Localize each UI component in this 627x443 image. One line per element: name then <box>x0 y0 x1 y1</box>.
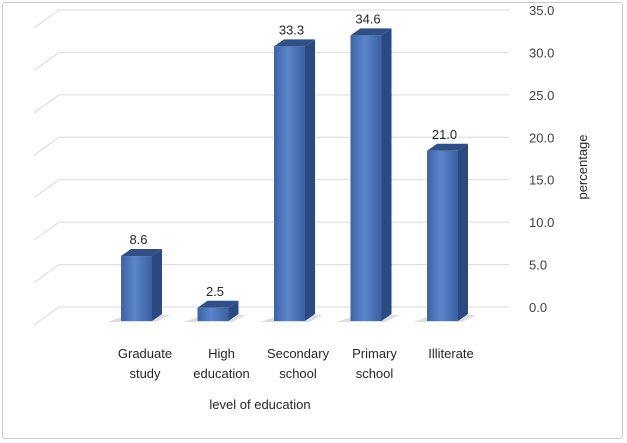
data-label: 2.5 <box>206 284 224 299</box>
bar <box>427 150 458 321</box>
x-tick-label: High education <box>193 346 249 381</box>
y-tick-label: 20.0 <box>529 130 554 145</box>
y-tick-label: 0.0 <box>529 300 547 315</box>
bar-side <box>458 143 468 321</box>
bar-side <box>305 39 315 321</box>
bar-side <box>228 300 239 321</box>
y-tick-label: 5.0 <box>529 258 547 273</box>
bar <box>274 46 305 321</box>
gridline <box>33 9 509 29</box>
bar <box>197 307 229 321</box>
data-labels: 8.6 2.5 33.3 34.6 21.0 <box>129 11 457 298</box>
y-tick-label: 30.0 <box>529 45 554 60</box>
bar <box>121 256 152 321</box>
x-axis-title: level of education <box>209 397 310 412</box>
data-label: 34.6 <box>355 11 380 26</box>
y-tick-label: 35.0 <box>529 3 554 18</box>
bars <box>107 28 476 322</box>
gridline <box>33 51 509 71</box>
y-tick-label: 15.0 <box>529 173 554 188</box>
y-tick-label: 10.0 <box>529 215 554 230</box>
bar-side <box>381 28 392 321</box>
bar-side <box>152 249 162 321</box>
x-tick-label: Graduate study <box>118 346 172 381</box>
x-tick-label: Secondary school <box>267 346 330 381</box>
bar-top <box>121 249 162 257</box>
data-label: 8.6 <box>129 232 147 247</box>
y-axis-ticks: 0.0 5.0 10.0 15.0 20.0 25.0 30.0 35.0 <box>529 3 554 315</box>
x-tick-label: Illiterate <box>428 346 474 361</box>
x-tick-label: Primary school <box>352 346 397 381</box>
y-tick-label: 25.0 <box>529 88 554 103</box>
data-label: 21.0 <box>432 127 457 142</box>
data-label: 33.3 <box>279 22 304 37</box>
bar-top <box>274 39 315 47</box>
bar-top <box>350 28 392 36</box>
bar-top <box>427 143 468 151</box>
bar-top <box>197 300 239 308</box>
bar <box>350 35 382 321</box>
y-axis-title: percentage <box>575 134 590 199</box>
x-axis-categories: Graduate study High education Secondary schoo… <box>118 346 474 381</box>
gridline <box>33 94 509 114</box>
